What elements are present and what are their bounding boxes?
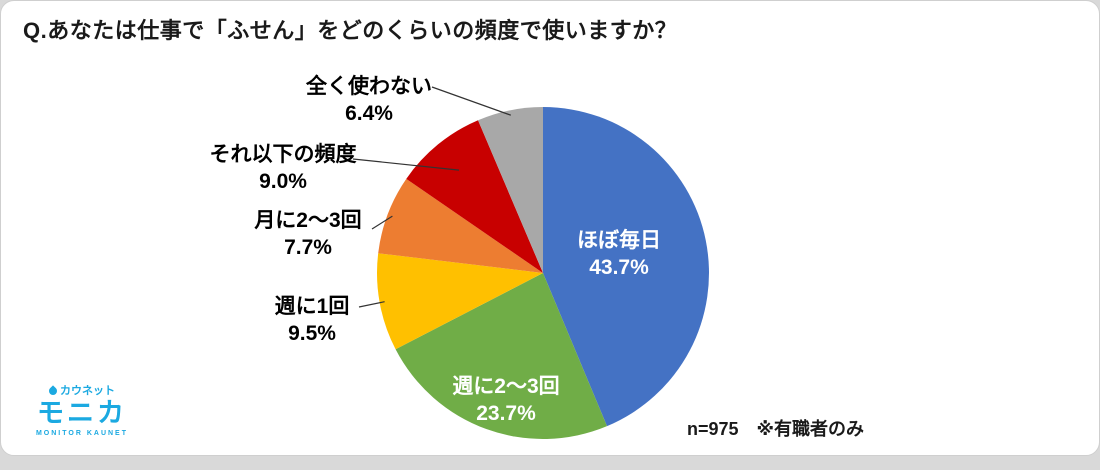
chart-title: Q.あなたは仕事で「ふせん」をどのくらいの頻度で使いますか？ [23, 18, 678, 43]
slice-label-3: 月に2〜3回 7.7% [253, 209, 361, 259]
slice-label-4: それ以下の頻度 9.0% [210, 142, 357, 193]
leader-line-4 [352, 158, 460, 171]
pie-slice-2 [376, 253, 543, 350]
logo-main-label: モニカ [37, 397, 127, 428]
leader-line-5 [431, 86, 512, 116]
pie-slice-3 [378, 178, 543, 273]
slice-label-1: 週に2〜3回 23.7% [452, 375, 559, 425]
kaunet-monika-logo: カウネット モニカ MONITOR KAUNET [27, 385, 137, 438]
slice-label-0: ほぼ毎日 43.7% [577, 228, 661, 279]
logo-top-label: カウネット [60, 385, 115, 397]
slice-label-2: 週に1回 9.5% [275, 295, 350, 345]
sample-note: n=975 ※有職者のみ [687, 419, 865, 439]
water-drop-icon [47, 385, 59, 397]
pie-slice-5 [478, 106, 543, 273]
slice-label-5: 全く使わない 6.4% [305, 74, 432, 125]
leader-line-2 [358, 301, 385, 308]
pie-slice-0 [543, 107, 709, 427]
pie-chart: ほぼ毎日 43.7% 週に2〜3回 23.7% 週に1回 9.5% 月に2〜3回 7.7% それ… [210, 74, 709, 439]
pie-slice-1 [395, 273, 608, 439]
leader-line-3 [371, 215, 393, 230]
logo-sub-label: MONITOR KAUNET [35, 429, 129, 437]
survey-card: Q.あなたは仕事で「ふせん」をどのくらいの頻度で使いますか？ ほぼ毎日 43.7%… [0, 0, 1100, 456]
pie-slice-4 [406, 120, 543, 274]
logo-top-row: カウネット [27, 385, 137, 398]
